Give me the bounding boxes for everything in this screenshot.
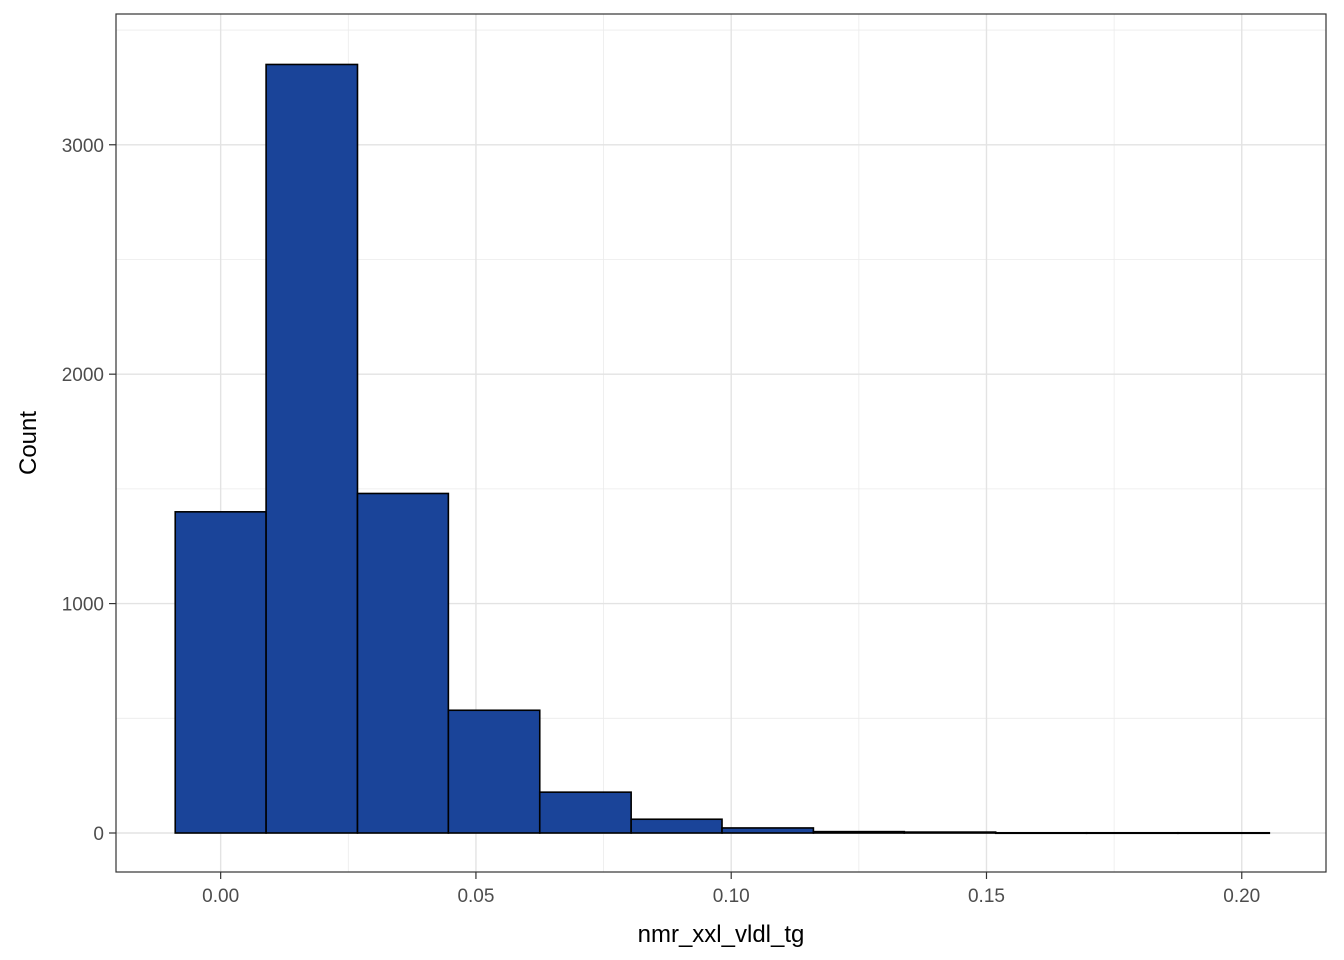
x-tick-label: 0.20 (1223, 886, 1260, 907)
histogram-bar (630, 818, 723, 834)
y-tick-label: 1000 (62, 595, 104, 616)
y-tick-label: 3000 (62, 136, 104, 157)
histogram-bar (265, 63, 359, 834)
histogram-bar (1085, 831, 1179, 835)
histogram-bar (174, 511, 267, 834)
histogram-bar (447, 709, 541, 834)
histogram-bar (721, 827, 815, 834)
histogram-bars (174, 63, 1271, 835)
histogram-bar (994, 831, 1088, 835)
x-axis: 0.00 0.05 0.10 0.15 0.20 (202, 872, 1260, 907)
y-tick-label: 0 (93, 824, 104, 845)
x-axis-title: nmr_xxl_vldl_tg (638, 921, 805, 948)
histogram-bar (903, 831, 997, 834)
plot-panel-border (115, 13, 1327, 873)
y-axis-title: Count (15, 411, 42, 475)
histogram-bar (1177, 831, 1271, 835)
histogram-bar (356, 492, 450, 834)
x-tick-label: 0.15 (968, 886, 1005, 907)
x-tick-label: 0.00 (202, 886, 239, 907)
y-tick-label: 2000 (62, 365, 104, 386)
histogram-bar (538, 791, 632, 834)
y-axis: 0 1000 2000 3000 (62, 136, 116, 845)
histogram-bar (812, 830, 906, 834)
x-tick-label: 0.05 (457, 886, 494, 907)
x-tick-label: 0.10 (713, 886, 750, 907)
